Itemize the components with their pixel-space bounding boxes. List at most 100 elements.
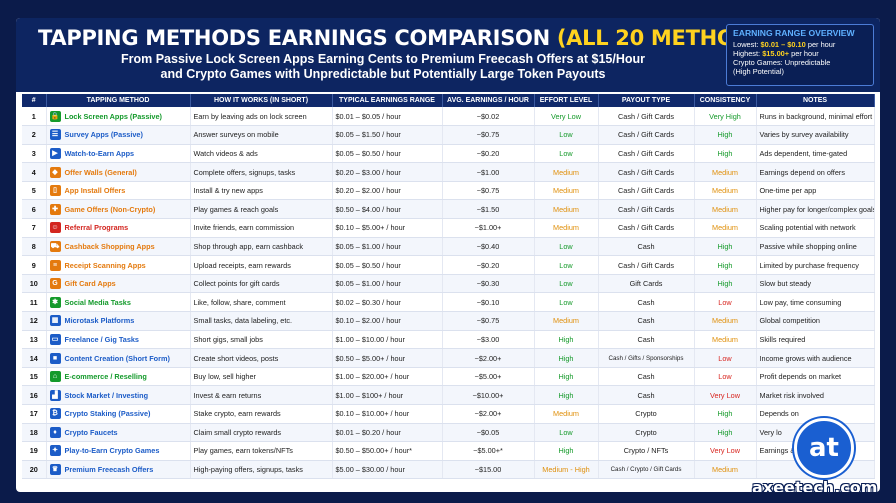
method-cell: ⌂ E-commerce / Reselling bbox=[46, 367, 191, 387]
consistency: Medium bbox=[694, 218, 757, 238]
clipboard-icon: ☰ bbox=[49, 129, 61, 141]
avg-earnings: ~$3.00 bbox=[442, 330, 535, 350]
method-cell: ✦ Play-to-Earn Crypto Games bbox=[46, 441, 191, 461]
row-number: 1 bbox=[22, 107, 47, 127]
method-name: App Install Offers bbox=[64, 186, 126, 196]
earnings-range: $0.05 – $1.00 / hour bbox=[332, 237, 443, 257]
row-number: 5 bbox=[22, 181, 47, 201]
method-name: Crypto Staking (Passive) bbox=[64, 409, 151, 419]
how-it-works: Buy low, sell higher bbox=[190, 367, 333, 387]
how-it-works: Claim small crypto rewards bbox=[190, 423, 333, 443]
avg-earnings: ~$0.75 bbox=[442, 311, 535, 331]
method-name: Referral Programs bbox=[64, 223, 129, 233]
users-icon: ☺ bbox=[49, 222, 61, 234]
notes: Higher pay for longer/complex goals bbox=[756, 199, 875, 220]
table-body: 1 🔒 Lock Screen Apps (Passive) Earn by leav… bbox=[22, 107, 875, 480]
row-number: 10 bbox=[22, 274, 47, 294]
notes: Varies by survey availability bbox=[756, 125, 875, 145]
video-icon: ■ bbox=[49, 352, 61, 364]
earnings-range: $0.20 – $2.00 / hour bbox=[332, 181, 443, 201]
method-name: Lock Screen Apps (Passive) bbox=[64, 111, 162, 121]
column-header: PAYOUT TYPE bbox=[598, 94, 695, 107]
method-cell: ▟ Stock Market / Investing bbox=[46, 385, 191, 405]
effort-level: High bbox=[534, 441, 599, 461]
effort-level: Medium bbox=[534, 162, 599, 182]
table-row: 3 ▶ Watch-to-Earn Apps Watch videos & ads $0… bbox=[22, 144, 875, 164]
avg-earnings: ~$5.00+ bbox=[442, 367, 535, 387]
method-cell: ☰ Survey Apps (Passive) bbox=[46, 125, 191, 145]
row-number: 18 bbox=[22, 423, 47, 443]
consistency: High bbox=[694, 255, 757, 275]
how-it-works: Invite friends, earn commission bbox=[190, 218, 333, 238]
method-cell: ≡ Receipt Scanning Apps bbox=[46, 255, 191, 275]
notes: Low pay, time consuming bbox=[756, 292, 875, 313]
effort-level: Medium bbox=[534, 218, 599, 238]
method-name: Receipt Scanning Apps bbox=[64, 260, 146, 270]
method-cell: ✱ Social Media Tasks bbox=[46, 292, 191, 313]
method-name: Social Media Tasks bbox=[64, 297, 131, 307]
how-it-works: Upload receipts, earn rewards bbox=[190, 255, 333, 275]
method-name: Gift Card Apps bbox=[64, 279, 116, 289]
method-cell: ♛ Premium Freecash Offers bbox=[46, 460, 191, 480]
comparison-table: # TAPPING METHOD HOW IT WORKS (IN SHORT) TY… bbox=[22, 94, 875, 480]
consistency: Medium bbox=[694, 199, 757, 220]
earnings-range: $0.01 – $0.05 / hour bbox=[332, 107, 443, 127]
how-it-works: Stake crypto, earn rewards bbox=[190, 404, 333, 424]
lowest-label: Lowest: bbox=[733, 40, 759, 49]
how-it-works: Invest & earn returns bbox=[190, 385, 333, 405]
column-header: # bbox=[22, 94, 47, 107]
consistency: Medium bbox=[694, 460, 757, 480]
column-header: EFFORT LEVEL bbox=[534, 94, 599, 107]
table-row: 5 ▯ App Install Offers Install & try new ap… bbox=[22, 181, 875, 201]
overview-highest: Highest: $15.00+ per hour bbox=[733, 49, 867, 58]
earnings-range: $0.05 – $0.50 / hour bbox=[332, 255, 443, 275]
payout-type: Crypto bbox=[598, 423, 695, 443]
column-header: AVG. EARNINGS / HOUR bbox=[442, 94, 535, 107]
column-header: CONSISTENCY bbox=[694, 94, 757, 107]
highest-unit: per hour bbox=[791, 49, 819, 58]
table-row: 7 ☺ Referral Programs Invite friends, earn … bbox=[22, 218, 875, 238]
method-cell: ▯ App Install Offers bbox=[46, 181, 191, 201]
method-cell: ▭ Freelance / Gig Tasks bbox=[46, 330, 191, 350]
notes: Limited by purchase frequency bbox=[756, 255, 875, 275]
consistency: Very Low bbox=[694, 385, 757, 405]
earnings-range: $0.50 – $4.00 / hour bbox=[332, 199, 443, 220]
how-it-works: Answer surveys on mobile bbox=[190, 125, 333, 145]
method-cell: ▦ Microtask Platforms bbox=[46, 311, 191, 331]
avg-earnings: ~$0.40 bbox=[442, 237, 535, 257]
highest-value: $15.00+ bbox=[762, 49, 790, 58]
how-it-works: Earn by leaving ads on lock screen bbox=[190, 107, 333, 127]
row-number: 17 bbox=[22, 404, 47, 424]
method-name: Freelance / Gig Tasks bbox=[64, 334, 140, 344]
earnings-range: $0.02 – $0.30 / hour bbox=[332, 292, 443, 313]
effort-level: Medium bbox=[534, 199, 599, 220]
method-cell: ▶ Watch-to-Earn Apps bbox=[46, 144, 191, 164]
method-name: Microtask Platforms bbox=[64, 316, 135, 326]
gamepad-icon: ✚ bbox=[49, 203, 61, 215]
method-cell: ◆ Offer Walls (General) bbox=[46, 162, 191, 182]
gift-card-icon: G bbox=[49, 278, 61, 290]
laptop-icon: ▭ bbox=[49, 333, 61, 345]
notes: Global competition bbox=[756, 311, 875, 331]
earning-range-overview: EARNING RANGE OVERVIEW Lowest: $0.01 – $… bbox=[726, 24, 874, 86]
payout-type: Cash / Gift Cards bbox=[598, 107, 695, 127]
row-number: 15 bbox=[22, 367, 47, 387]
consistency: High bbox=[694, 125, 757, 145]
row-number: 16 bbox=[22, 385, 47, 405]
overview-crypto: Crypto Games: Unpredictable bbox=[733, 58, 831, 67]
earnings-range: $5.00 – $30.00 / hour bbox=[332, 460, 443, 480]
column-header: TAPPING METHOD bbox=[46, 94, 191, 107]
table-header-row: # TAPPING METHOD HOW IT WORKS (IN SHORT) TY… bbox=[22, 94, 875, 107]
consistency: Medium bbox=[694, 330, 757, 350]
row-number: 19 bbox=[22, 441, 47, 461]
row-number: 12 bbox=[22, 311, 47, 331]
method-name: Premium Freecash Offers bbox=[64, 465, 154, 475]
effort-level: Low bbox=[534, 237, 599, 257]
avg-earnings: ~$1.00+ bbox=[442, 218, 535, 238]
consistency: Very High bbox=[694, 107, 757, 127]
how-it-works: Shop through app, earn cashback bbox=[190, 237, 333, 257]
how-it-works: Short gigs, small jobs bbox=[190, 330, 333, 350]
table-row: 4 ◆ Offer Walls (General) Complete offers, … bbox=[22, 162, 875, 182]
row-number: 6 bbox=[22, 199, 47, 220]
how-it-works: Complete offers, signups, tasks bbox=[190, 162, 333, 182]
